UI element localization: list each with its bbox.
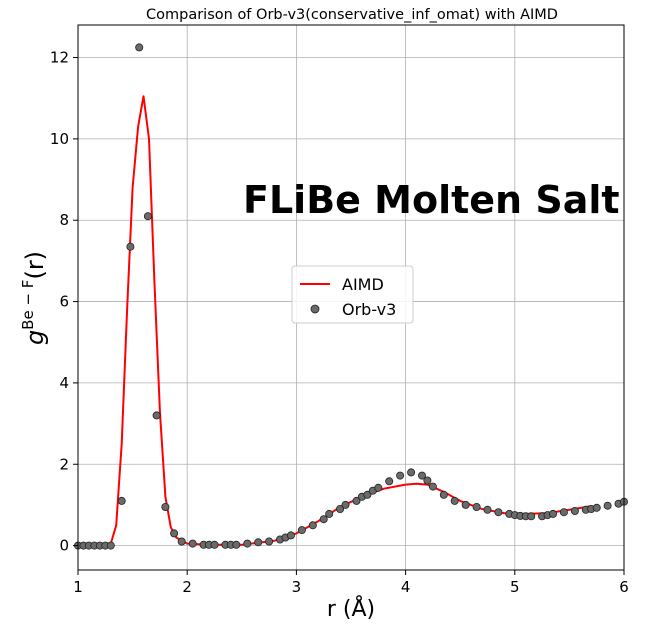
orb-v3-point	[570, 506, 579, 515]
orb-v3-point	[483, 505, 492, 514]
orb-v3-point	[308, 521, 317, 530]
y-axis-label: gBe − F(r)	[19, 251, 49, 345]
orb-v3-point	[461, 500, 470, 509]
orb-v3-point	[494, 508, 503, 517]
x-tick-label: 6	[619, 578, 629, 596]
orb-v3-point	[603, 501, 612, 510]
orb-v3-point	[106, 541, 115, 550]
orb-v3-point	[126, 242, 135, 251]
y-tick-label: 2	[59, 455, 69, 473]
x-tick-label: 3	[292, 578, 302, 596]
orb-v3-point	[188, 539, 197, 548]
orb-v3-point	[254, 538, 263, 547]
orb-v3-point	[117, 496, 126, 505]
y-tick-label: 6	[59, 293, 69, 311]
legend: AIMD Orb-v3	[291, 265, 414, 324]
orb-v3-point	[559, 508, 568, 517]
chart-title: Comparison of Orb-v3(conservative_inf_om…	[146, 7, 558, 23]
y-axis-ticks: 0 2 4 6 8 10 12	[50, 49, 78, 555]
orb-v3-point	[161, 502, 170, 511]
y-tick-label: 12	[50, 49, 69, 67]
y-axis-label-tail: (r)	[21, 251, 49, 280]
orb-v3-point	[450, 496, 459, 505]
annotation-text: FLiBe Molten Salt	[243, 178, 620, 222]
legend-orb-v3-swatch	[310, 304, 320, 314]
orb-v3-point	[336, 504, 345, 513]
plot-frame	[77, 24, 625, 571]
orb-v3-point	[210, 540, 219, 549]
orb-v3-point	[297, 526, 306, 535]
orb-v3-point	[135, 43, 144, 52]
x-axis-label: r (Å)	[327, 595, 375, 622]
y-tick-label: 0	[59, 537, 69, 555]
series-orb-v3-points	[74, 43, 629, 550]
orb-v3-point	[374, 483, 383, 492]
orb-v3-point	[177, 537, 186, 546]
orb-v3-point	[152, 411, 161, 420]
orb-v3-point	[407, 468, 416, 477]
y-tick-label: 8	[59, 211, 69, 229]
orb-v3-point	[527, 512, 536, 521]
legend-aimd-label: AIMD	[342, 275, 384, 294]
orb-v3-point	[423, 476, 432, 485]
orb-v3-point	[352, 496, 361, 505]
orb-v3-point	[286, 531, 295, 540]
orb-v3-point	[428, 482, 437, 491]
legend-box	[291, 265, 414, 324]
orb-v3-point	[170, 529, 179, 538]
x-tick-label: 1	[73, 578, 83, 596]
orb-v3-point	[143, 212, 152, 221]
x-tick-label: 5	[510, 578, 520, 596]
y-axis-label-sup: Be − F	[19, 280, 37, 330]
y-axis-label-base: g	[21, 330, 49, 345]
orb-v3-point	[265, 537, 274, 546]
legend-orb-v3-label: Orb-v3	[342, 300, 396, 319]
orb-v3-point	[341, 500, 350, 509]
orb-v3-point	[472, 502, 481, 511]
y-tick-label: 10	[50, 130, 69, 148]
orb-v3-point	[549, 509, 558, 518]
orb-v3-point	[385, 477, 394, 486]
orb-v3-point	[363, 490, 372, 499]
orb-v3-point	[592, 503, 601, 512]
orb-v3-point	[243, 539, 252, 548]
x-axis-ticks: 1 2 3 4 5 6	[73, 570, 629, 596]
y-tick-label: 4	[59, 374, 69, 392]
orb-v3-point	[439, 490, 448, 499]
orb-v3-point	[396, 471, 405, 480]
orb-v3-point	[417, 471, 426, 480]
x-tick-label: 2	[182, 578, 192, 596]
orb-v3-point	[232, 540, 241, 549]
orb-v3-point	[325, 509, 334, 518]
orb-v3-point	[319, 515, 328, 524]
x-tick-label: 4	[401, 578, 411, 596]
